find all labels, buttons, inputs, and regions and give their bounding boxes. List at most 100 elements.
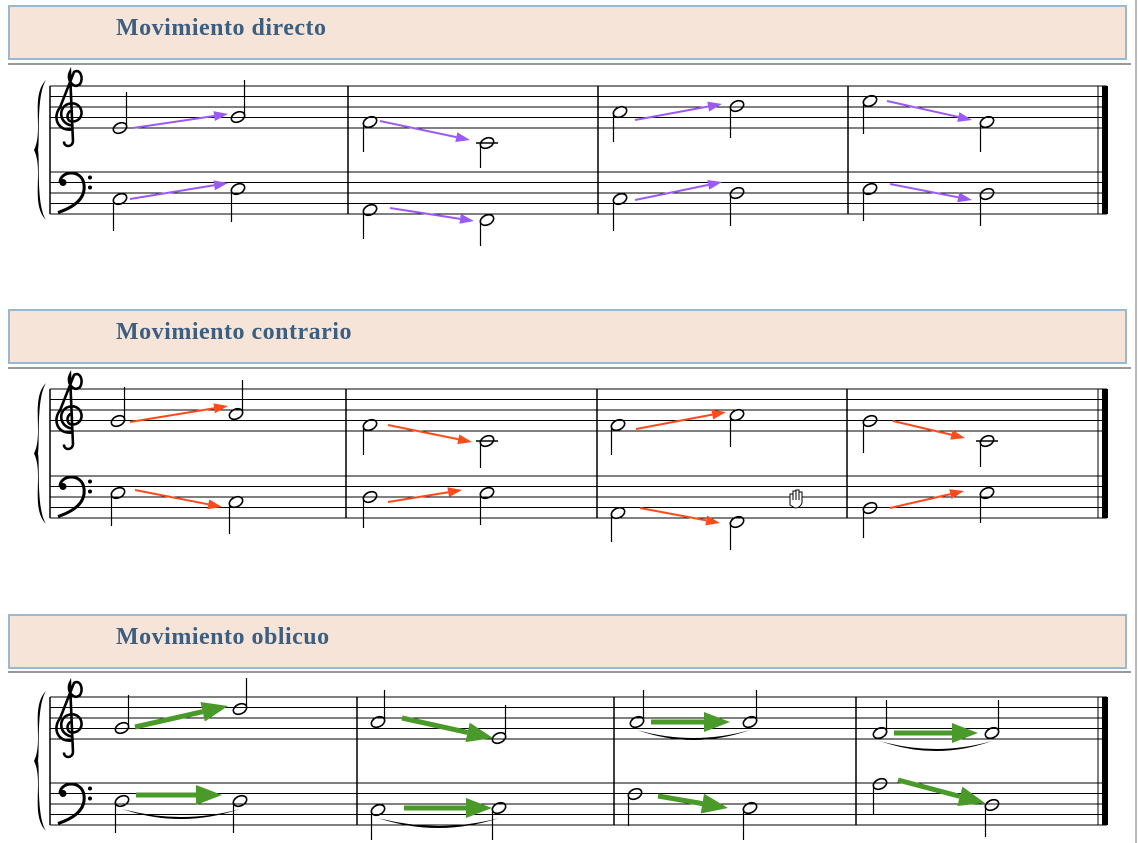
note-head: [230, 182, 246, 196]
arrow-head: [213, 111, 228, 121]
arrow-head: [455, 132, 470, 143]
note-head: [232, 794, 248, 808]
motion-arrow: [132, 115, 215, 129]
arrow-head: [457, 434, 472, 445]
note-head: [362, 115, 378, 129]
arrow-head: [957, 192, 972, 203]
note-head: [872, 726, 888, 740]
motion-arrow: [129, 407, 215, 423]
motion-arrow: [889, 493, 951, 509]
bass-clef-dot: [88, 796, 92, 801]
motion-arrow: [134, 489, 209, 506]
section-title: Movimiento directo: [116, 15, 327, 41]
arrow-head: [707, 101, 722, 112]
note-head: [729, 515, 745, 529]
note-head: [114, 794, 130, 808]
treble-clef: [55, 369, 83, 451]
note-head: [479, 486, 495, 500]
bass-clef: [57, 171, 86, 214]
arrow-head: [466, 798, 492, 818]
bass-clef-dot: [88, 786, 92, 791]
brace: [34, 80, 46, 220]
section-title: Movimiento contrario: [116, 319, 352, 345]
motion-arrow: [389, 207, 461, 220]
brace: [34, 691, 46, 831]
motion-arrow: [387, 424, 459, 441]
motion-arrow: [387, 491, 449, 503]
barline-final: [1102, 389, 1108, 518]
tie: [378, 818, 499, 828]
note-head: [491, 801, 507, 815]
arrow-head: [700, 793, 728, 814]
note-head: [979, 115, 995, 129]
note-head: [362, 203, 378, 217]
note-head: [479, 213, 495, 227]
barline-final: [1102, 86, 1108, 214]
tie: [637, 730, 750, 740]
section-title: Movimiento oblicuo: [116, 624, 330, 650]
bass-clef-dot: [59, 483, 67, 490]
note-head: [979, 486, 995, 500]
note-head: [232, 702, 248, 716]
arrow-head: [207, 499, 222, 510]
note-head: [979, 187, 995, 201]
note-head: [729, 99, 745, 113]
note-head: [362, 418, 378, 432]
motion-arrow: [129, 184, 215, 200]
arrow-head: [949, 489, 964, 500]
motion-arrow: [134, 709, 204, 730]
motion-arrow: [639, 507, 707, 522]
arrow-head: [957, 786, 985, 807]
note-head: [862, 182, 878, 196]
bass-clef: [57, 475, 86, 518]
note-head: [872, 777, 888, 791]
note-head: [110, 486, 126, 500]
arrow-head: [465, 722, 493, 743]
note-head: [228, 407, 244, 421]
note-head: [984, 726, 1000, 740]
note-head: [629, 715, 645, 729]
motion-arrow: [892, 420, 952, 436]
motion-arrow: [379, 120, 457, 139]
motion-arrow: [889, 183, 959, 199]
note-head: [742, 715, 758, 729]
note-head: [742, 801, 758, 815]
arrow-head: [196, 785, 222, 805]
section-header: Movimiento directo: [8, 5, 1127, 60]
tie: [122, 809, 240, 819]
motion-arrow: [634, 105, 709, 121]
arrow-head: [704, 712, 730, 732]
treble-clef: [55, 677, 83, 759]
note-head: [862, 94, 878, 108]
note-head: [370, 803, 386, 817]
arrow-head: [447, 487, 462, 498]
motion-arrow: [401, 715, 469, 735]
bass-clef-dot: [59, 790, 67, 797]
bass-clef: [57, 782, 86, 825]
arrow-head: [952, 723, 978, 743]
hand-cursor: [789, 489, 803, 509]
arrow-head: [213, 180, 228, 191]
arrow-head: [213, 403, 228, 414]
arrow-head: [957, 112, 972, 122]
arrow-head: [459, 213, 474, 224]
note-head: [370, 715, 386, 729]
bass-clef-dot: [59, 179, 67, 186]
section-header: Movimiento oblicuo: [8, 614, 1127, 669]
note-head: [612, 192, 628, 206]
arrow-head: [200, 701, 228, 722]
note-head: [610, 418, 626, 432]
bass-clef-dot: [88, 175, 92, 180]
motion-arrow: [634, 183, 709, 201]
section-header: Movimiento contrario: [8, 309, 1127, 364]
bass-clef-dot: [88, 185, 92, 190]
note-head: [984, 798, 1000, 812]
bass-clef-dot: [88, 489, 92, 494]
barline-final: [1102, 697, 1108, 825]
motion-arrow: [635, 413, 713, 430]
motion-arrow: [657, 793, 703, 807]
tie: [880, 741, 992, 751]
arrow-head: [950, 429, 965, 440]
